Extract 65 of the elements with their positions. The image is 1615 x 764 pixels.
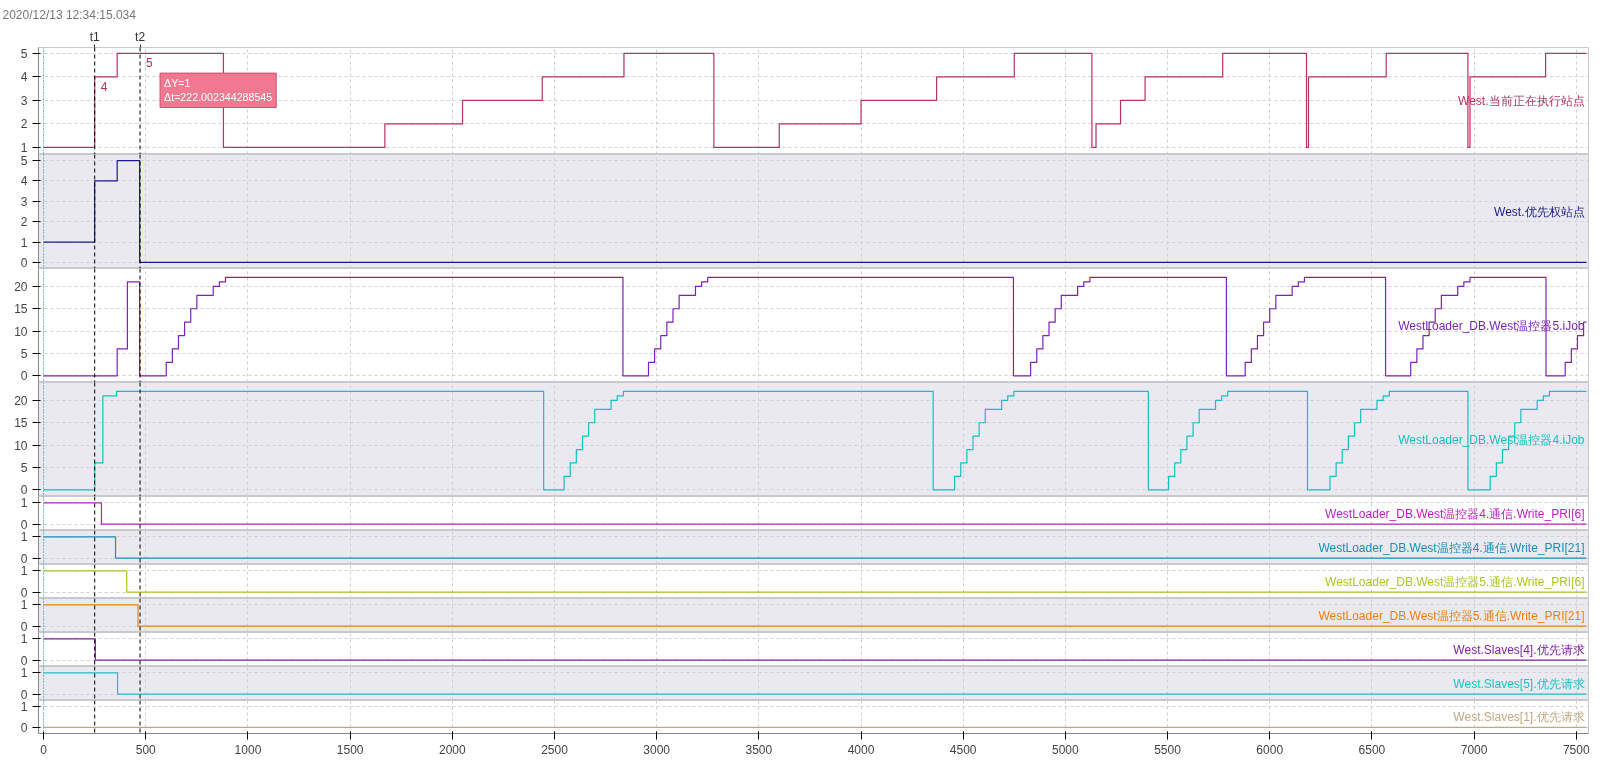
annotation: ΔY=1 Δt=222.002344288545 xyxy=(164,77,273,104)
ref-line-label: t1 xyxy=(89,29,101,44)
y-tick-label: 1 xyxy=(20,530,28,545)
y-tick-label: 3 xyxy=(20,93,28,108)
y-tick-label: 1 xyxy=(20,140,28,155)
y-tick-label: 1 xyxy=(20,666,28,681)
x-tick-label: 4000 xyxy=(847,742,875,757)
series-label: West.Slaves[1].优先请求 xyxy=(1453,710,1585,724)
series-label: West.Slaves[4].优先请求 xyxy=(1453,642,1585,657)
y-tick-label: 2 xyxy=(20,117,28,132)
x-tick-label: 2000 xyxy=(438,742,466,757)
y-tick-label: 15 xyxy=(14,416,28,431)
y-tick-label: 3 xyxy=(20,194,28,209)
y-tick-label: 0 xyxy=(20,517,28,532)
y-tick-label: 1 xyxy=(20,598,28,613)
y-tick-label: 0 xyxy=(20,369,28,384)
y-tick-label: 1 xyxy=(20,700,28,715)
y-tick-label: 20 xyxy=(14,393,28,408)
y-tick-label: 0 xyxy=(20,687,28,702)
annotation: 4 xyxy=(100,79,108,94)
y-tick-label: 0 xyxy=(20,585,28,600)
x-tick-label: 0 xyxy=(40,742,48,757)
x-tick-label: 3000 xyxy=(643,742,671,757)
y-tick-label: 1 xyxy=(20,496,28,511)
y-tick-label: 1 xyxy=(20,564,28,579)
x-tick-label: 1000 xyxy=(234,742,262,757)
x-tick-label: 7000 xyxy=(1460,742,1488,757)
x-tick-label: 500 xyxy=(135,742,157,757)
y-tick-label: 15 xyxy=(14,302,28,317)
y-tick-label: 10 xyxy=(14,438,28,453)
x-tick-label: 1500 xyxy=(336,742,364,757)
x-tick-label: 2500 xyxy=(541,742,569,757)
y-tick-label: 5 xyxy=(20,154,28,169)
x-tick-label: 5000 xyxy=(1052,742,1080,757)
y-tick-label: 10 xyxy=(14,324,28,339)
y-tick-label: 0 xyxy=(20,255,28,270)
series-label: West.Slaves[5].优先请求 xyxy=(1453,676,1585,691)
y-tick-label: 0 xyxy=(20,551,28,566)
x-tick-label: 6500 xyxy=(1358,742,1386,757)
series-label: WestLoader_DB.West温控器4.通信.Write_PRI[6] xyxy=(1325,506,1585,521)
y-tick-label: 2 xyxy=(20,215,28,230)
y-tick-label: 0 xyxy=(20,619,28,634)
y-tick-label: 0 xyxy=(20,653,28,668)
text: 2020/12/13 12:34:15.034 xyxy=(2,7,137,22)
y-tick-label: 20 xyxy=(14,279,28,294)
y-tick-label: 0 xyxy=(20,720,28,735)
x-tick-label: 6000 xyxy=(1256,742,1284,757)
x-tick-label: 5500 xyxy=(1154,742,1182,757)
y-tick-label: 0 xyxy=(20,483,28,498)
series-label: WestLoader_DB.West温控器5.通信.Write_PRI[21] xyxy=(1318,608,1585,623)
y-tick-label: 1 xyxy=(20,235,28,250)
y-tick-label: 4 xyxy=(20,70,28,85)
series-label: WestLoader_DB.West温控器5.通信.Write_PRI[6] xyxy=(1325,574,1585,589)
y-tick-label: 5 xyxy=(20,346,28,361)
text: West.优先权站点 xyxy=(1494,204,1585,219)
x-tick-label: 4500 xyxy=(949,742,977,757)
annotation: 5 xyxy=(146,56,154,71)
y-tick-label: 1 xyxy=(20,632,28,647)
y-tick-label: 4 xyxy=(20,174,28,189)
series-label: WestLoader_DB.West温控器4.通信.Write_PRI[21] xyxy=(1318,540,1585,555)
y-tick-label: 5 xyxy=(20,460,28,475)
x-tick-label: 3500 xyxy=(745,742,773,757)
ref-line-label: t2 xyxy=(135,29,146,44)
y-tick-label: 5 xyxy=(20,46,28,61)
x-tick-label: 7500 xyxy=(1562,742,1590,757)
